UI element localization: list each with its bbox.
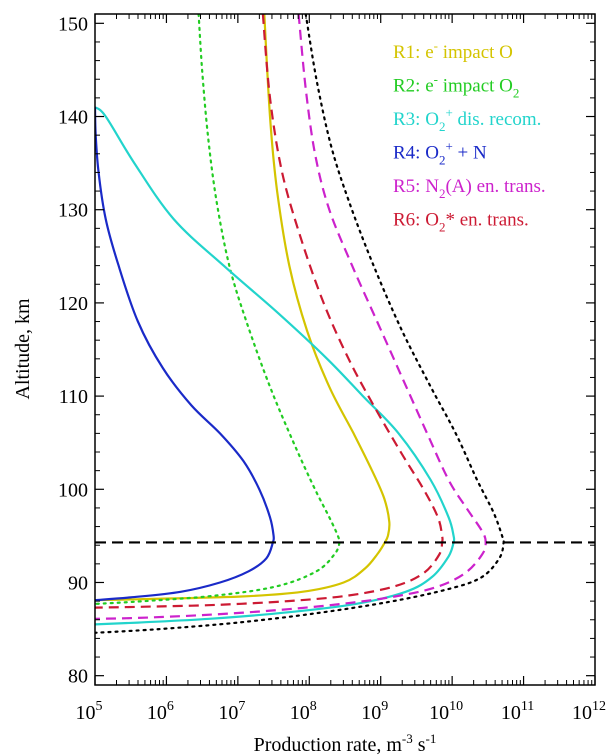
x-tick-label: 106 bbox=[147, 699, 174, 724]
series-line-R2 bbox=[95, 14, 341, 605]
plot-frame bbox=[94, 13, 596, 686]
x-tick-label: 105 bbox=[76, 699, 103, 724]
series-line-R3 bbox=[95, 106, 456, 626]
legend-entry-R5: R5: N2(A) en. trans. bbox=[393, 176, 546, 201]
x-axis-title-exp1: -3 bbox=[402, 731, 413, 746]
x-tick-label: 1011 bbox=[501, 699, 534, 724]
x-tick-label: 108 bbox=[290, 699, 317, 724]
y-tick-label: 120 bbox=[58, 293, 88, 315]
x-tick-label: 109 bbox=[361, 699, 388, 724]
x-axis-title: Production rate, m-3 s-1 bbox=[254, 731, 437, 755]
legend-entry-R1: R1: e- impact O bbox=[393, 38, 513, 63]
x-axis-title-mid: s bbox=[413, 734, 426, 755]
y-tick-label: 110 bbox=[59, 386, 88, 408]
x-tick-label: 1010 bbox=[429, 699, 463, 724]
series-line-total bbox=[95, 14, 505, 634]
y-tick-label: 150 bbox=[58, 13, 88, 35]
legend-entry-R6: R6: O2* en. trans. bbox=[393, 210, 529, 235]
y-tick-label: 130 bbox=[58, 200, 88, 222]
x-tick-label: 107 bbox=[218, 699, 245, 724]
y-tick-label: 100 bbox=[58, 479, 88, 501]
legend: R1: e- impact O R2: e- impact O2 R3: O2+ d… bbox=[393, 38, 546, 235]
y-tick-label: 140 bbox=[58, 107, 88, 129]
series-line-R6 bbox=[95, 14, 444, 609]
series-line-R4 bbox=[95, 107, 275, 602]
y-tick-label: 90 bbox=[68, 572, 88, 594]
legend-entry-R2: R2: e- impact O2 bbox=[393, 72, 519, 101]
legend-entry-R4: R4: O2+ + N bbox=[393, 139, 487, 168]
series-layer bbox=[95, 14, 505, 634]
y-tick-label: 80 bbox=[68, 666, 88, 688]
y-axis-title: Altitude, km bbox=[12, 298, 34, 400]
x-axis-title-exp2: -1 bbox=[426, 731, 437, 746]
series-line-R5 bbox=[95, 14, 487, 620]
series-line-R1 bbox=[95, 14, 391, 602]
legend-entry-R3: R3: O2+ dis. recom. bbox=[393, 105, 541, 134]
x-axis-title-main: Production rate, m bbox=[254, 734, 403, 755]
x-tick-label: 1012 bbox=[572, 699, 606, 724]
ticks-layer: 105 106 107 108 109 1010 1011 1012 80 90 100 110 120… bbox=[58, 13, 606, 724]
